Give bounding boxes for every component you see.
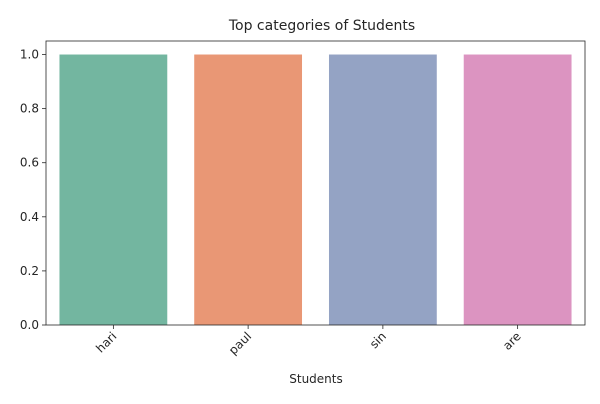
y-tick-label: 0.6 — [20, 156, 39, 170]
bar-are — [463, 54, 572, 326]
bar-sin — [328, 54, 437, 326]
y-tick-label: 1.0 — [20, 48, 39, 62]
x-tick-label-hari: hari — [93, 329, 119, 355]
x-axis-label: Students — [289, 372, 343, 386]
y-tick-label: 0.0 — [20, 318, 39, 332]
y-tick-label: 0.8 — [20, 102, 39, 116]
bar-paul — [194, 54, 303, 326]
y-tick-label: 0.2 — [20, 264, 39, 278]
x-tick-label-sin: sin — [367, 329, 389, 351]
y-tick-label: 0.4 — [20, 210, 39, 224]
x-tick-label-are: are — [500, 329, 524, 353]
x-tick-label-paul: paul — [226, 329, 254, 357]
plot-area: 0.0 0.2 0.4 0.6 0.8 1.0 hari paul sin are — [20, 40, 586, 357]
bar-hari — [59, 54, 168, 326]
axes-frame — [45, 40, 586, 326]
chart-title: Top categories of Students — [228, 18, 415, 34]
